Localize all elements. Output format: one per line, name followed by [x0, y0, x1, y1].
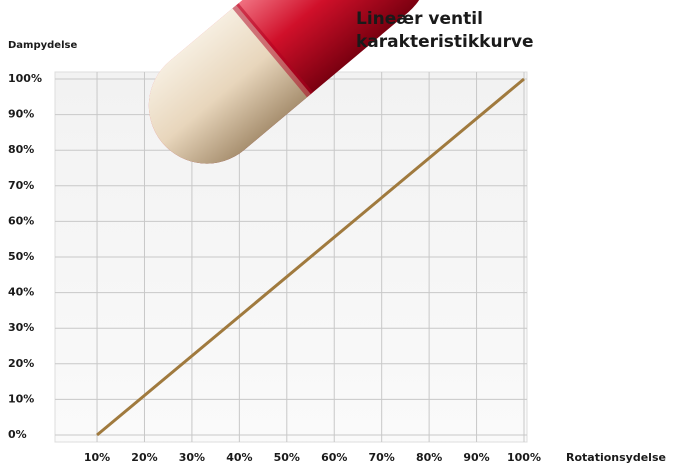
y-tick-label: 20%	[8, 357, 34, 370]
chart-title: Lineær ventil	[356, 9, 483, 29]
page: Lineær ventil karakteristikkurve Dampyde…	[0, 0, 677, 465]
x-tick-label: 70%	[369, 451, 395, 464]
x-tick-label: 90%	[463, 451, 489, 464]
y-tick-label: 70%	[8, 179, 34, 192]
y-tick-label: 60%	[8, 214, 34, 227]
y-tick-label: 10%	[8, 392, 34, 405]
x-tick-label: 10%	[84, 451, 110, 464]
y-tick-label: 80%	[8, 143, 34, 156]
y-tick-label: 30%	[8, 321, 34, 334]
x-tick-label: 30%	[179, 451, 205, 464]
y-tick-label: 90%	[8, 108, 34, 121]
chart-title: karakteristikkurve	[356, 32, 534, 52]
y-tick-label: 0%	[8, 428, 27, 441]
y-tick-label: 40%	[8, 286, 34, 299]
y-tick-label: 50%	[8, 250, 34, 263]
x-tick-label: 60%	[321, 451, 347, 464]
y-tick-label: 100%	[8, 72, 42, 85]
x-tick-label: 100%	[507, 451, 541, 464]
x-tick-label: 80%	[416, 451, 442, 464]
x-tick-label: 40%	[226, 451, 252, 464]
x-tick-label: 50%	[274, 451, 300, 464]
x-axis-label: Rotationsydelse	[566, 451, 666, 464]
y-axis-label: Dampydelse	[8, 40, 77, 51]
chart: Lineær ventil karakteristikkurve Dampyde…	[0, 0, 677, 465]
x-tick-label: 20%	[131, 451, 157, 464]
